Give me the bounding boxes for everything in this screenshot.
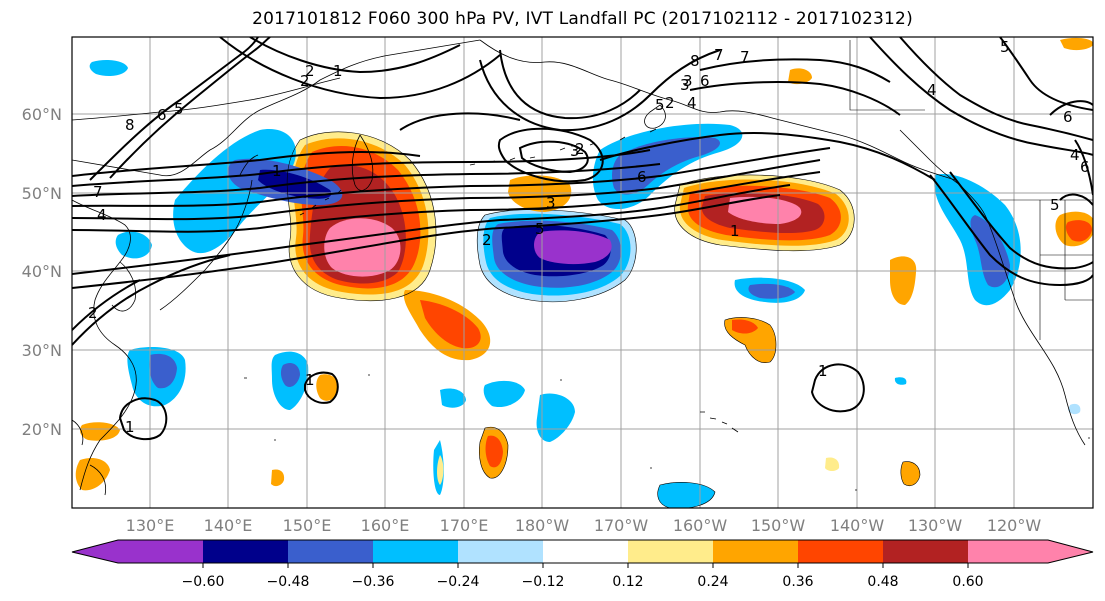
contour-label: 1 [272,162,282,180]
contour-label: 5 [174,100,184,118]
contour-label: 6 [637,168,647,186]
contour-label: 7 [714,46,724,64]
colorbar-segment [203,540,288,563]
contour-label: 4 [1070,146,1080,164]
colorbar-segment [373,540,458,563]
colorbar-tick-label: 0.24 [697,574,728,590]
map-frame [71,36,1094,509]
lon-tick-label: 170°E [440,516,489,535]
contour-label: 8 [125,116,135,134]
contour-label: 6 [1063,108,1073,126]
lat-tick-label: 20°N [22,420,62,439]
lat-tick-label: 60°N [22,105,62,124]
contour-label: 5 [1050,196,1060,214]
coastlines [72,39,1093,496]
colorbar-segment [1048,540,1093,563]
contour-label: 1 [125,418,135,436]
colorbar-tick-label: −0.48 [267,574,310,590]
contour-label: 3 [683,72,693,90]
contour-label: 5 [655,96,665,114]
colorbar-tick-label: −0.36 [352,574,395,590]
map-area: 1 2 8 6 5 7 4 2 3 5 6 2 4 6 7 3 8 6 4 5 … [72,37,1093,508]
colorbar-segment [628,540,713,563]
graticule [72,37,1093,508]
lon-tick-label: 170°W [594,516,649,535]
lat-tick-label: 40°N [22,262,62,281]
colorbar-tick-label: 0.36 [782,574,813,590]
contour-label: 5 [535,220,545,238]
pv-contours [72,37,1093,441]
contour-label: 4 [927,81,937,99]
lon-tick-label: 160°E [361,516,410,535]
lon-tick-label: 140°E [204,516,253,535]
contour-label: 1 [333,62,343,80]
contour-label: 7 [93,183,103,201]
contour-label: 1 [730,222,740,240]
colorbar-tick-label: 0.60 [952,574,983,590]
lon-tick-label: 150°W [751,516,806,535]
contour-label: 2 [482,231,492,249]
colorbar-segment [798,540,883,563]
latitude-labels: 60°N 50°N 40°N 30°N 20°N [22,105,62,439]
contour-label: 2 [300,72,310,90]
map-title: 2017101812 F060 300 hPa PV, IVT Landfall… [252,9,913,29]
contour-label: 8 [690,52,700,70]
contour-label: 2 [575,140,585,158]
lat-tick-label: 50°N [22,184,62,203]
contour-label: 1 [305,371,315,389]
lon-tick-label: 140°W [830,516,885,535]
contour-label: 2 [665,94,675,112]
contour-label: 2 [88,304,98,322]
colorbar-segment [288,540,373,563]
contour-label: 4 [687,94,697,112]
contour-label: 6 [700,72,710,90]
lon-tick-label: 130°W [908,516,963,535]
colorbar-segment [883,540,968,563]
longitude-labels: 130°E 140°E 150°E 160°E 170°E 180°W 170°… [126,516,1042,535]
contour-label: 1 [818,362,828,380]
colorbar-segment [118,540,203,563]
contour-label: 3 [546,194,556,212]
contour-label: 3 [570,142,580,160]
contour-label: 6 [1080,158,1090,176]
lon-tick-label: 180°W [515,516,570,535]
colorbar-tick-label: −0.60 [182,574,225,590]
colorbar-tick-label: −0.12 [522,574,565,590]
colorbar-tick-label: 0.12 [612,574,643,590]
contour-label: 3 [680,76,690,94]
colorbar: −0.60 −0.48 −0.36 −0.24 −0.12 0.12 0.24 … [71,539,1094,590]
contour-label: 7 [740,48,750,66]
colorbar-segment [72,540,118,563]
contour-label: 4 [97,206,107,224]
colorbar-segment [458,540,543,563]
contour-label: 6 [157,106,167,124]
colorbar-tick-label: −0.24 [437,574,480,590]
contour-label: 2 [305,62,315,80]
pv-anomaly-outline [286,131,921,508]
colorbar-segment [543,540,628,563]
colorbar-tick-label: 0.48 [867,574,898,590]
lon-tick-label: 160°W [673,516,728,535]
lon-tick-label: 150°E [283,516,332,535]
contour-label: 5 [1000,38,1010,56]
contour-labels: 1 2 8 6 5 7 4 2 3 5 6 2 4 6 7 3 8 6 4 5 … [88,38,1090,436]
lon-tick-label: 120°W [987,516,1042,535]
colorbar-segment [713,540,798,563]
lat-tick-label: 30°N [22,341,62,360]
lon-tick-label: 130°E [126,516,175,535]
colorbar-segment [968,540,1048,563]
